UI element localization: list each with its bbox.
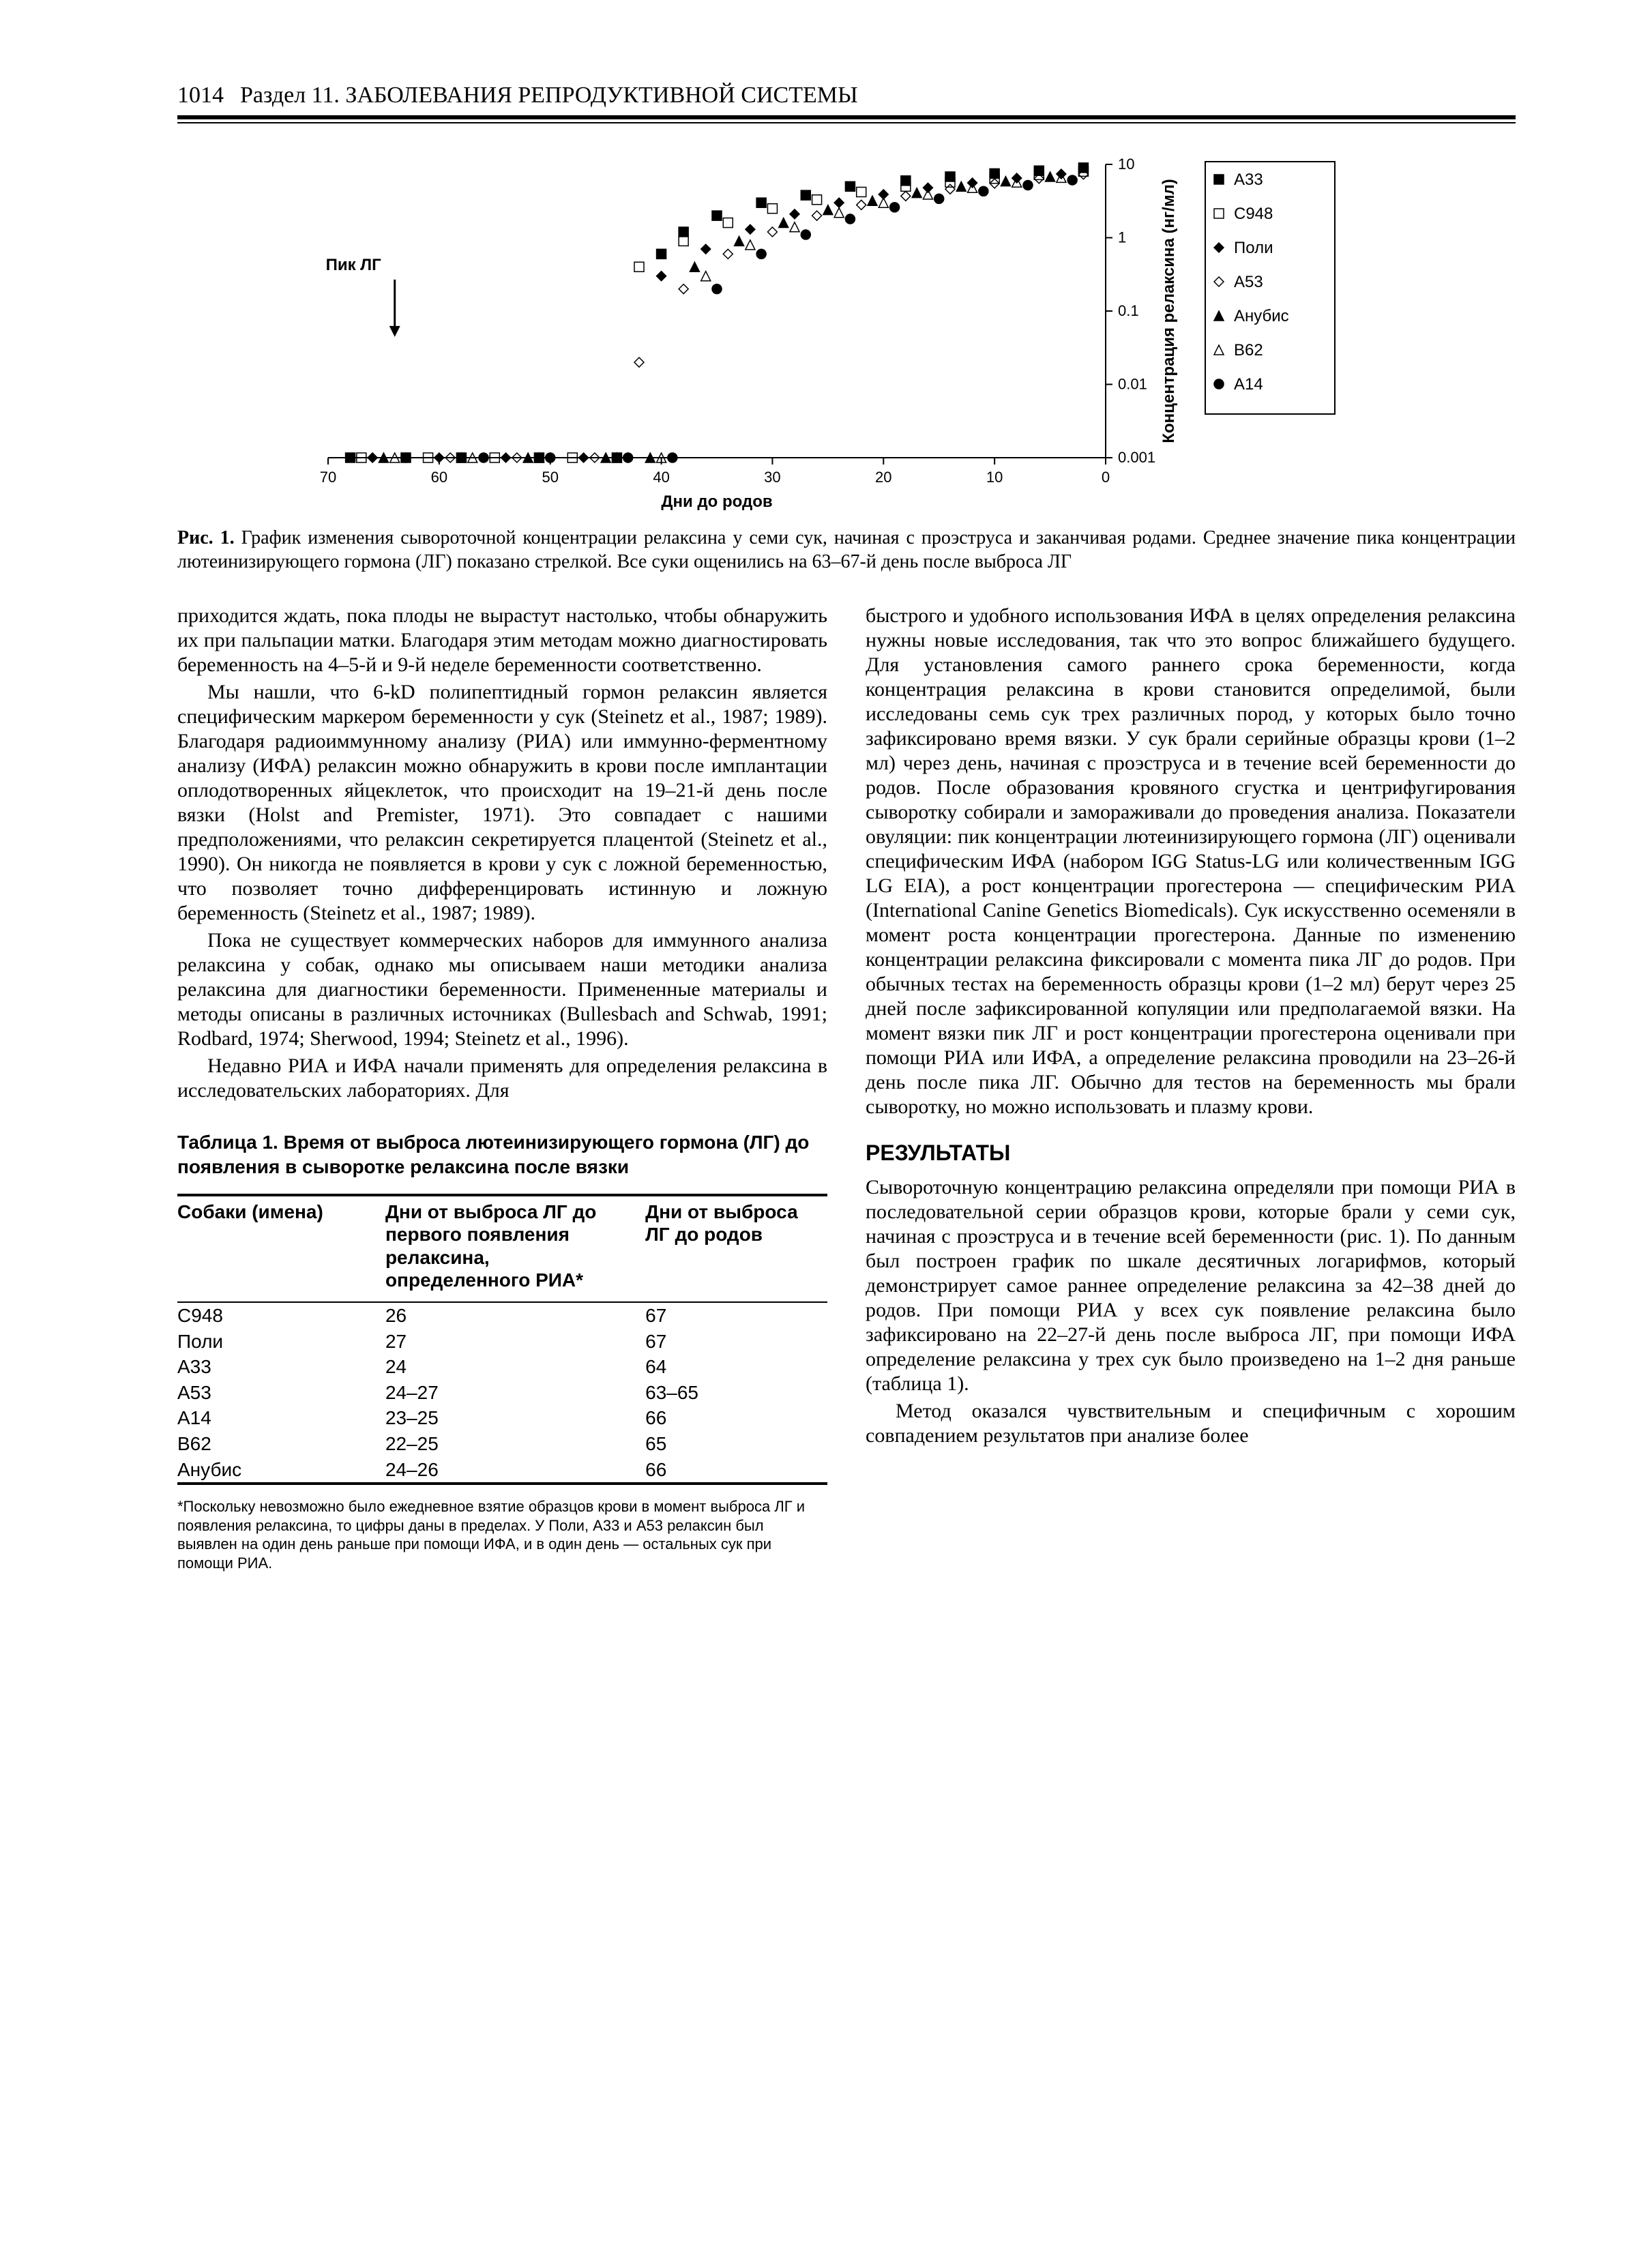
table-row: А1423–2566 [177, 1405, 827, 1431]
table-1: Собаки (имена) Дни от выброса ЛГ до перв… [177, 1196, 827, 1483]
table-cell: В62 [177, 1431, 385, 1457]
svg-text:0.001: 0.001 [1118, 449, 1155, 466]
figure-caption-text: График изменения сывороточной концентрац… [177, 527, 1516, 572]
svg-text:0.1: 0.1 [1118, 302, 1139, 319]
table-cell: 67 [645, 1329, 827, 1355]
table-cell: 23–25 [385, 1405, 645, 1431]
results-heading: РЕЗУЛЬТАТЫ [866, 1140, 1516, 1166]
svg-text:Поли: Поли [1234, 239, 1273, 257]
right-p2: Сывороточную концентрацию релаксина опре… [866, 1175, 1516, 1396]
svg-text:60: 60 [431, 469, 447, 486]
svg-text:0.01: 0.01 [1118, 375, 1147, 392]
table-row: Анубис24–2666 [177, 1457, 827, 1483]
right-p1: быстрого и удобного использования ИФА в … [866, 604, 1516, 1119]
right-column: быстрого и удобного использования ИФА в … [866, 604, 1516, 1572]
table-cell: Анубис [177, 1457, 385, 1483]
right-p3: Метод оказался чувствительным и специфич… [866, 1399, 1516, 1448]
svg-text:В62: В62 [1234, 341, 1263, 359]
svg-text:А14: А14 [1234, 375, 1263, 394]
th-dogs: Собаки (имена) [177, 1196, 385, 1302]
table-row: Поли2767 [177, 1329, 827, 1355]
figure-1-caption: Рис. 1. График изменения сывороточной ко… [177, 526, 1516, 574]
svg-text:70: 70 [320, 469, 336, 486]
figure-1-chart: 70 60 50 40 30 20 10 0 Дни до родов 0.001 0.01 0.1 1… [177, 151, 1516, 519]
table-cell: Поли [177, 1329, 385, 1355]
svg-text:30: 30 [764, 469, 780, 486]
svg-text:0: 0 [1102, 469, 1110, 486]
body-columns: приходится ждать, пока плоды не вырастут… [177, 604, 1516, 1572]
running-head: 1014 Раздел 11. ЗАБОЛЕВАНИЯ РЕПРОДУКТИВН… [177, 82, 1516, 110]
svg-text:Дни до родов: Дни до родов [661, 492, 772, 511]
svg-text:C948: C948 [1234, 205, 1273, 223]
table-header-row: Собаки (имена) Дни от выброса ЛГ до перв… [177, 1196, 827, 1302]
table-rule-bottom [177, 1482, 827, 1485]
left-p4: Недавно РИА и ИФА начали применять для о… [177, 1054, 827, 1103]
left-column: приходится ждать, пока плоды не вырастут… [177, 604, 827, 1572]
svg-text:40: 40 [653, 469, 669, 486]
figure-caption-lead: Рис. 1. [177, 527, 241, 548]
chart-svg: 70 60 50 40 30 20 10 0 Дни до родов 0.001 0.01 0.1 1… [301, 151, 1392, 519]
th-birth: Дни от выброса ЛГ до родов [645, 1196, 827, 1302]
table-cell: 26 [385, 1302, 645, 1329]
table-cell: 64 [645, 1354, 827, 1380]
svg-text:Концентрация релаксина (нг/мл): Концентрация релаксина (нг/мл) [1160, 179, 1178, 443]
table-cell: 22–25 [385, 1431, 645, 1457]
section-title: Раздел 11. ЗАБОЛЕВАНИЯ РЕПРОДУКТИВНОЙ СИ… [240, 82, 858, 110]
table-cell: А14 [177, 1405, 385, 1431]
svg-text:Пик ЛГ: Пик ЛГ [326, 256, 382, 274]
svg-text:А33: А33 [1234, 171, 1263, 189]
table-cell: C948 [177, 1302, 385, 1329]
table-cell: А33 [177, 1354, 385, 1380]
table-1-note: *Поскольку невозможно было ежедневное вз… [177, 1497, 827, 1572]
left-p3: Пока не существует коммерческих наборов … [177, 928, 827, 1051]
table-row: C9482667 [177, 1302, 827, 1329]
svg-text:50: 50 [542, 469, 558, 486]
table-cell: А53 [177, 1380, 385, 1406]
table-cell: 66 [645, 1405, 827, 1431]
left-p1: приходится ждать, пока плоды не вырастут… [177, 604, 827, 677]
table-row: А5324–2763–65 [177, 1380, 827, 1406]
table-cell: 27 [385, 1329, 645, 1355]
page-number: 1014 [177, 82, 224, 110]
svg-text:А53: А53 [1234, 273, 1263, 291]
table-row: А332464 [177, 1354, 827, 1380]
th-relaxin: Дни от выброса ЛГ до первого появления р… [385, 1196, 645, 1302]
table-row: В6222–2565 [177, 1431, 827, 1457]
table-cell: 63–65 [645, 1380, 827, 1406]
table-cell: 24–26 [385, 1457, 645, 1483]
header-rule [177, 115, 1516, 123]
left-p2: Мы нашли, что 6-kD полипептидный гормон … [177, 680, 827, 926]
svg-text:Анубис: Анубис [1234, 307, 1289, 325]
svg-text:1: 1 [1118, 229, 1126, 246]
table-cell: 24 [385, 1354, 645, 1380]
table-cell: 67 [645, 1302, 827, 1329]
table-1-title: Таблица 1. Время от выброса лютеинизирую… [177, 1130, 827, 1180]
svg-text:10: 10 [1118, 156, 1134, 173]
svg-text:20: 20 [875, 469, 891, 486]
table-cell: 66 [645, 1457, 827, 1483]
svg-text:10: 10 [986, 469, 1003, 486]
table-cell: 65 [645, 1431, 827, 1457]
table-cell: 24–27 [385, 1380, 645, 1406]
